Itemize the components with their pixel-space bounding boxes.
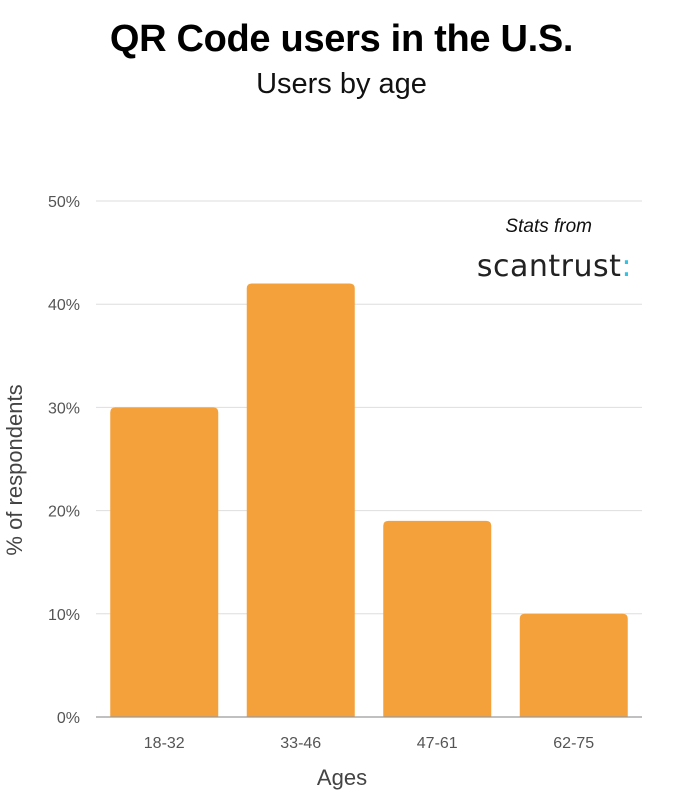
y-tick-label: 40%: [48, 297, 80, 314]
y-tick-label: 50%: [48, 194, 80, 211]
scantrust-logo: scantrust:: [477, 249, 632, 284]
y-tick-label: 30%: [48, 400, 80, 417]
bar-33-46: [246, 283, 355, 717]
y-tick-label: 10%: [48, 607, 80, 624]
x-tick-label: 62-75: [553, 735, 594, 752]
bar-62-75: [519, 613, 628, 717]
x-tick-label: 33-46: [280, 735, 321, 752]
y-tick-label: 20%: [48, 504, 80, 521]
source-annotation: Stats from scantrust:: [477, 216, 632, 284]
chart-subtitle: Users by age: [256, 68, 427, 100]
scantrust-logo-name: scantrust: [477, 249, 622, 284]
y-tick-label: 0%: [57, 710, 80, 727]
y-axis-title: % of respondents: [2, 384, 27, 555]
x-tick-labels: 18-32 33-46 47-61 62-75: [144, 735, 595, 752]
stats-from-text: Stats from: [505, 216, 592, 237]
x-tick-label: 18-32: [144, 735, 185, 752]
scantrust-logo-accent: :: [621, 249, 632, 284]
chart-title: QR Code users in the U.S.: [109, 18, 574, 60]
bar-18-32: [110, 407, 219, 717]
x-tick-label: 47-61: [417, 735, 458, 752]
y-tick-labels: 0% 10% 20% 30% 40% 50%: [48, 194, 80, 727]
x-axis-title: Ages: [317, 765, 367, 790]
bar-47-61: [383, 520, 492, 717]
bars: [110, 283, 628, 717]
